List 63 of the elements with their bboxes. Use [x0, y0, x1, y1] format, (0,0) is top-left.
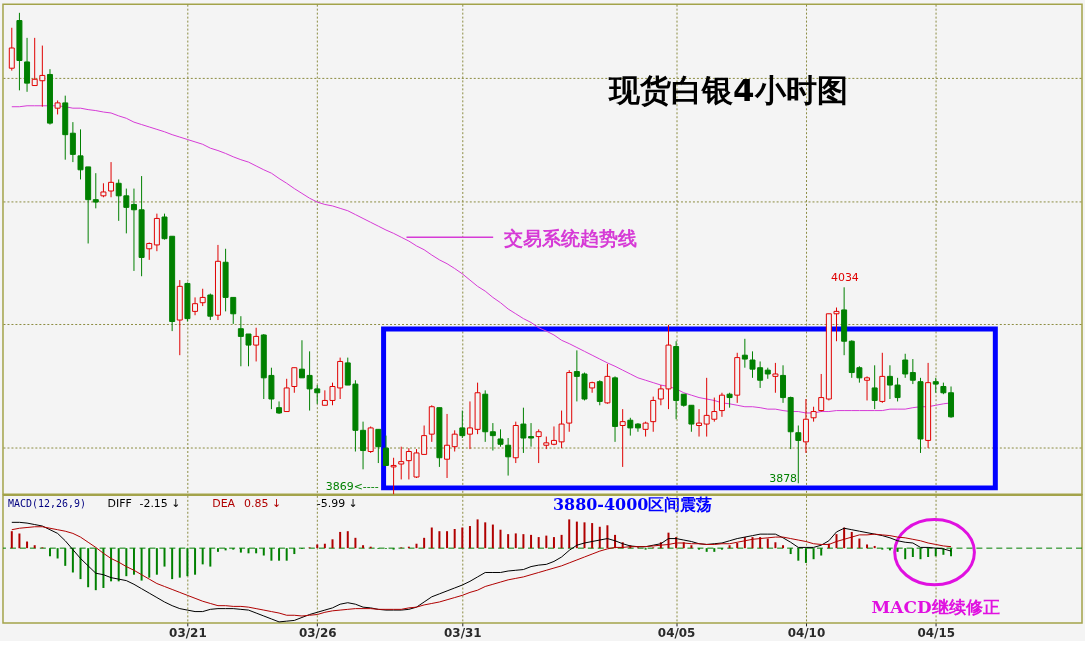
candlestick	[444, 413, 451, 479]
candlestick	[375, 428, 382, 464]
candlestick	[92, 172, 99, 209]
text: 0.85 ↓	[244, 497, 282, 511]
candlestick	[902, 353, 909, 379]
candlestick	[390, 457, 397, 495]
legend-label: 交易系统趋势线	[503, 227, 638, 250]
candlestick	[291, 367, 298, 394]
candlestick	[451, 429, 458, 452]
candlestick	[367, 425, 374, 454]
bar	[858, 538, 861, 549]
bar	[484, 522, 487, 549]
annotation: 4034	[830, 271, 859, 285]
candlestick	[795, 425, 802, 484]
candlestick	[909, 358, 916, 385]
candlestick	[207, 293, 214, 321]
candlestick	[772, 362, 779, 394]
text: 3880-4000区间震荡	[553, 495, 713, 515]
x-tick-label: 04/15	[917, 626, 956, 641]
bar	[26, 541, 29, 549]
candlestick	[69, 121, 76, 163]
candlestick	[596, 379, 603, 406]
candlestick	[871, 364, 878, 410]
x-tick-label: 03/21	[169, 626, 207, 641]
candlestick	[459, 410, 466, 439]
candlestick	[650, 396, 657, 433]
candlestick	[696, 408, 703, 438]
candlestick	[253, 327, 260, 362]
bar	[759, 537, 762, 549]
candlestick	[398, 446, 405, 480]
candlestick	[192, 296, 199, 316]
bar	[423, 537, 426, 549]
annotation: MACD继续修正	[871, 596, 1000, 617]
bar	[362, 545, 365, 549]
candlestick	[619, 408, 626, 468]
x-tick-label: 04/05	[657, 626, 696, 641]
candlestick	[802, 398, 809, 454]
text: DEA	[212, 497, 236, 511]
text: 现货白银4小时图	[608, 71, 848, 108]
candlestick	[283, 378, 290, 413]
text: -5.99 ↓	[316, 497, 358, 511]
candlestick	[718, 392, 725, 418]
candlestick	[382, 435, 389, 466]
x-tick-label: 03/31	[444, 626, 482, 641]
annotation: 3878	[769, 472, 798, 486]
text: DIFF	[107, 497, 132, 511]
bar	[461, 527, 464, 549]
x-tick-label: 04/10	[787, 626, 826, 641]
x-tick-label: 03/26	[298, 626, 337, 641]
text: -2.15 ↓	[139, 497, 181, 511]
candlestick	[505, 437, 512, 477]
candlestick	[24, 37, 31, 93]
candlestick	[489, 422, 496, 452]
candlestick	[8, 27, 15, 72]
candlestick	[864, 375, 871, 401]
bar	[522, 534, 525, 549]
candlestick	[535, 428, 542, 464]
annotation: 3869<----	[325, 480, 379, 494]
candlestick	[818, 373, 825, 413]
candlestick	[780, 364, 787, 404]
candlestick	[276, 400, 283, 415]
bar	[560, 534, 563, 549]
legend-title: MACD(12,26,9)	[7, 498, 86, 510]
